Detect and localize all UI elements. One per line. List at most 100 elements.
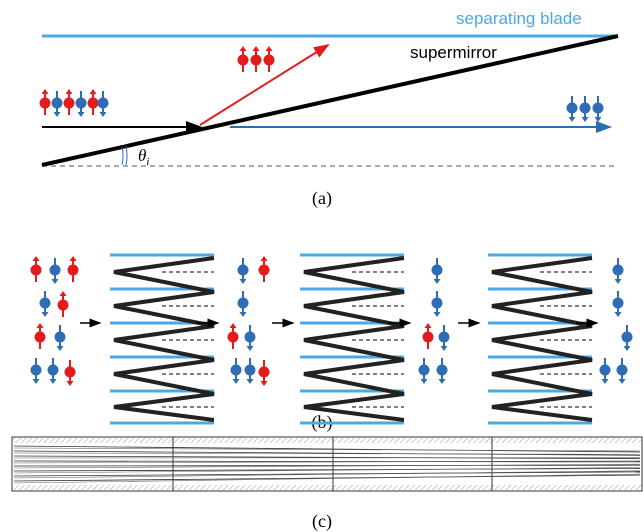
spin — [617, 358, 628, 384]
spin-head — [33, 256, 40, 261]
spin — [423, 323, 434, 349]
spin-body — [617, 365, 628, 376]
spin — [245, 325, 256, 351]
spin — [613, 291, 624, 317]
spin — [264, 46, 275, 72]
spin-body — [52, 98, 63, 109]
spin-head — [261, 256, 268, 261]
spin-head — [54, 112, 61, 117]
spin-head — [90, 89, 97, 94]
panel-label: (c) — [312, 511, 332, 532]
spin-head — [78, 112, 85, 117]
spin-body — [40, 298, 51, 309]
spin-body — [251, 55, 262, 66]
spin — [432, 258, 443, 284]
spin-body — [613, 298, 624, 309]
guide-wall — [13, 438, 641, 443]
spin-body — [613, 265, 624, 276]
spin-body — [68, 265, 79, 276]
figure: separating blade supermirror θi (a) (b) … — [0, 0, 643, 532]
spin — [593, 96, 604, 122]
panel-b: (b) — [80, 255, 597, 433]
spin — [35, 323, 46, 349]
spin-body — [76, 98, 87, 109]
spin-body — [238, 298, 249, 309]
spin-body — [58, 300, 69, 311]
spin-head — [247, 346, 254, 351]
spin-body — [228, 332, 239, 343]
spin — [52, 91, 63, 117]
spin-head — [240, 46, 247, 51]
spin-head — [240, 279, 247, 284]
spin — [419, 358, 430, 384]
supermirror-zigzag — [492, 258, 592, 420]
spin — [31, 358, 42, 384]
spin — [437, 358, 448, 384]
spin — [55, 325, 66, 351]
spin-head — [33, 379, 40, 384]
spin-body — [231, 365, 242, 376]
spin-head — [67, 381, 74, 386]
spin — [228, 323, 239, 349]
spin — [50, 258, 61, 284]
spin — [40, 291, 51, 317]
spin — [64, 89, 75, 115]
spin-body — [55, 332, 66, 343]
spin — [622, 325, 633, 351]
spin — [76, 91, 87, 117]
spin-head — [261, 381, 268, 386]
spin-head — [66, 89, 73, 94]
spin-body — [259, 367, 270, 378]
panel-c: (c) — [12, 437, 642, 532]
spin-body — [31, 265, 42, 276]
spin-head — [57, 346, 64, 351]
spin — [251, 46, 262, 72]
spin — [259, 360, 270, 386]
spin-head — [439, 379, 446, 384]
spin-body — [245, 332, 256, 343]
spin-head — [569, 117, 576, 122]
spin — [40, 89, 51, 115]
spin-head — [52, 279, 59, 284]
spin — [65, 360, 76, 386]
spin-body — [567, 103, 578, 114]
blade-label: separating blade — [456, 9, 582, 28]
guide-wall — [13, 485, 641, 490]
spin — [238, 46, 249, 72]
spin-head — [615, 279, 622, 284]
spin-head — [434, 312, 441, 317]
spin-head — [421, 379, 428, 384]
spin-head — [582, 117, 589, 122]
spin-head — [624, 346, 631, 351]
spin — [98, 91, 109, 117]
spin-head — [602, 379, 609, 384]
spin — [88, 89, 99, 115]
angle-arc — [126, 146, 127, 165]
spin — [432, 291, 443, 317]
spin — [567, 96, 578, 122]
spin — [245, 358, 256, 384]
spin-body — [580, 103, 591, 114]
spin-body — [593, 103, 604, 114]
panel-a: separating blade supermirror θi (a) — [42, 9, 618, 209]
spin-head — [42, 312, 49, 317]
reflected-beam — [200, 45, 328, 125]
supermirror-line — [42, 36, 618, 165]
spin — [238, 291, 249, 317]
spin — [231, 358, 242, 384]
spin-head — [50, 379, 57, 384]
spin-head — [266, 46, 273, 51]
spin-head — [253, 46, 260, 51]
spin-body — [419, 365, 430, 376]
spin — [48, 358, 59, 384]
spin-body — [600, 365, 611, 376]
spin — [600, 358, 611, 384]
spin — [259, 256, 270, 282]
spin-head — [233, 379, 240, 384]
spin-body — [64, 98, 75, 109]
spin-body — [437, 365, 448, 376]
spin-body — [622, 332, 633, 343]
supermirror-zigzag — [304, 258, 404, 420]
mirror-label: supermirror — [410, 43, 497, 62]
spin — [580, 96, 591, 122]
